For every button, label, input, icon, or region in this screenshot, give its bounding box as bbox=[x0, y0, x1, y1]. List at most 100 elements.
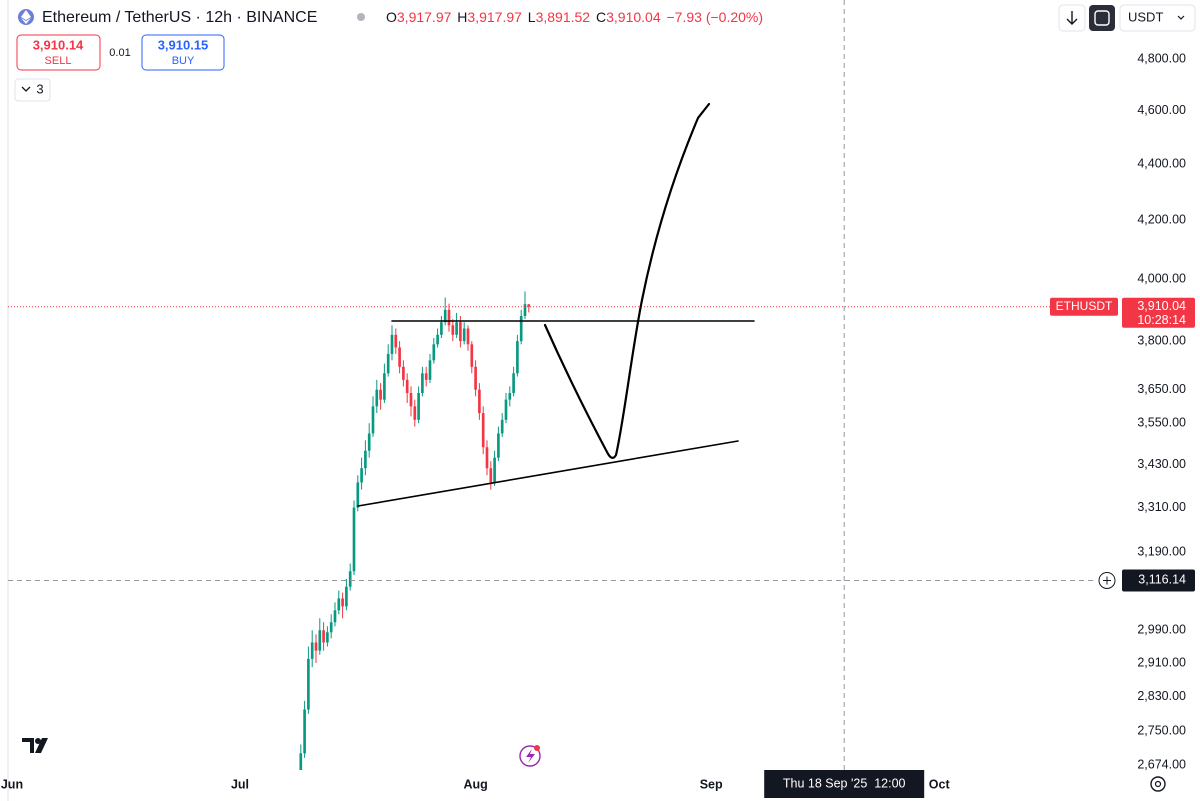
symbol-tag-text: ETHUSDT bbox=[1056, 299, 1113, 313]
crosshair-time-tag bbox=[764, 770, 925, 798]
candle-body bbox=[493, 457, 496, 483]
settings-icon[interactable] bbox=[1150, 776, 1166, 792]
candle-body bbox=[337, 598, 341, 611]
candle-body bbox=[451, 325, 455, 335]
symbol-tag bbox=[1050, 297, 1118, 316]
candle-body bbox=[455, 322, 458, 335]
ohlc-key: L bbox=[528, 9, 536, 25]
y-tick-label: 2,990.00 bbox=[1137, 623, 1186, 637]
candle-body bbox=[333, 610, 337, 623]
ohlc-value: 3,917.97 bbox=[467, 9, 522, 25]
candle-body bbox=[512, 373, 515, 394]
sell-button[interactable] bbox=[16, 34, 101, 71]
y-tick-label: 3,190.00 bbox=[1137, 544, 1186, 558]
y-tick-label: 3,650.00 bbox=[1137, 382, 1186, 396]
crosshair-time-label: Thu 18 Sep '25 12:00 bbox=[783, 776, 906, 790]
chevron bbox=[1177, 15, 1185, 20]
y-tick-label: 2,674.00 bbox=[1137, 757, 1186, 771]
y-tick-label: 4,800.00 bbox=[1137, 52, 1186, 66]
chevron bbox=[21, 86, 31, 92]
candle-body bbox=[424, 373, 428, 380]
candle-body bbox=[462, 328, 466, 342]
candle-body bbox=[299, 753, 303, 770]
x-tick-label: Sep bbox=[700, 777, 723, 791]
last-price-tag bbox=[1122, 297, 1195, 328]
y-tick-label: 2,750.00 bbox=[1137, 724, 1186, 738]
candle-body bbox=[405, 379, 409, 394]
symbol-title[interactable]: Ethereum / TetherUS · 12h · BINANCE bbox=[42, 9, 317, 26]
candle-body bbox=[421, 373, 424, 394]
lightning bbox=[526, 749, 535, 763]
y-tick-label: 3,310.00 bbox=[1137, 500, 1186, 514]
last-price-label: 3,910.04 bbox=[1137, 299, 1186, 313]
plus-icon bbox=[1103, 576, 1111, 585]
candle-body bbox=[428, 360, 432, 380]
candle-body bbox=[375, 389, 379, 407]
candle-body bbox=[390, 334, 394, 354]
ohlc-legend: O3,917.97 H3,917.97 L3,891.52 C3,910.04 … bbox=[386, 9, 763, 25]
support-trendline bbox=[357, 440, 739, 507]
down-arrow bbox=[1066, 11, 1078, 25]
candle-body bbox=[386, 353, 390, 374]
y-tick-label: 4,600.00 bbox=[1137, 103, 1186, 117]
buy-price: 3,910.15 bbox=[158, 37, 209, 52]
y-tick-label: 4,400.00 bbox=[1137, 157, 1186, 171]
crosshair-price-tag bbox=[1122, 569, 1195, 592]
drawings bbox=[357, 102, 755, 507]
badge bbox=[534, 745, 540, 751]
x-tick-label: Jul bbox=[231, 777, 249, 791]
candle-body bbox=[485, 447, 489, 469]
currency: USDT bbox=[1128, 9, 1163, 24]
candle-body bbox=[440, 322, 443, 335]
candle-body bbox=[326, 632, 329, 643]
candle-body bbox=[481, 413, 485, 448]
screen-icon bbox=[1094, 10, 1110, 26]
x-tick-label: Oct bbox=[929, 777, 951, 791]
y-tick-label: 2,910.00 bbox=[1137, 655, 1186, 669]
y-tick-label: 3,430.00 bbox=[1137, 457, 1186, 471]
y-tick-label: 4,000.00 bbox=[1137, 272, 1186, 286]
candle-body bbox=[413, 406, 417, 420]
settings-icon-core bbox=[1154, 780, 1162, 788]
ohlc-value: 3,917.97 bbox=[397, 9, 452, 25]
y-tick-label: 4,200.00 bbox=[1137, 213, 1186, 227]
ohlc-key: C bbox=[596, 9, 606, 25]
candle-body bbox=[303, 709, 306, 754]
y-tick-label: 2,830.00 bbox=[1137, 689, 1186, 703]
candle-body bbox=[447, 309, 451, 326]
candle-body bbox=[443, 309, 447, 323]
countdown: 10:28:14 bbox=[1137, 313, 1186, 327]
candle-body bbox=[394, 334, 398, 348]
candle-body bbox=[474, 366, 477, 390]
candle-body bbox=[409, 393, 413, 407]
sell-price: 3,910.14 bbox=[33, 37, 84, 52]
candle-body bbox=[345, 586, 348, 607]
spread: 0.01 bbox=[109, 47, 130, 59]
candle-body bbox=[527, 304, 531, 307]
candle-body bbox=[352, 507, 356, 572]
candle-body bbox=[367, 433, 371, 451]
candle-body bbox=[329, 622, 333, 633]
candle-body bbox=[371, 406, 375, 434]
candle-body bbox=[310, 642, 314, 659]
candle-body bbox=[322, 630, 325, 643]
y-tick-label: 3,800.00 bbox=[1137, 333, 1186, 347]
indicators-toggle[interactable] bbox=[14, 78, 51, 102]
screenshot-button[interactable] bbox=[1089, 5, 1115, 31]
candle-body bbox=[356, 482, 360, 508]
candle-body bbox=[504, 399, 508, 420]
candle-body bbox=[364, 450, 367, 469]
candle-body bbox=[314, 642, 318, 651]
status-dot bbox=[357, 13, 365, 21]
symbol-icon-glyph bbox=[21, 10, 31, 24]
candle-body bbox=[500, 419, 504, 434]
buy-button[interactable] bbox=[141, 34, 225, 71]
ohlc-key: H bbox=[457, 9, 467, 25]
candle-body bbox=[470, 344, 474, 367]
currency-select[interactable] bbox=[1119, 4, 1196, 32]
projection-path bbox=[543, 102, 711, 459]
candle-body bbox=[459, 322, 462, 342]
candle-body bbox=[516, 341, 519, 374]
